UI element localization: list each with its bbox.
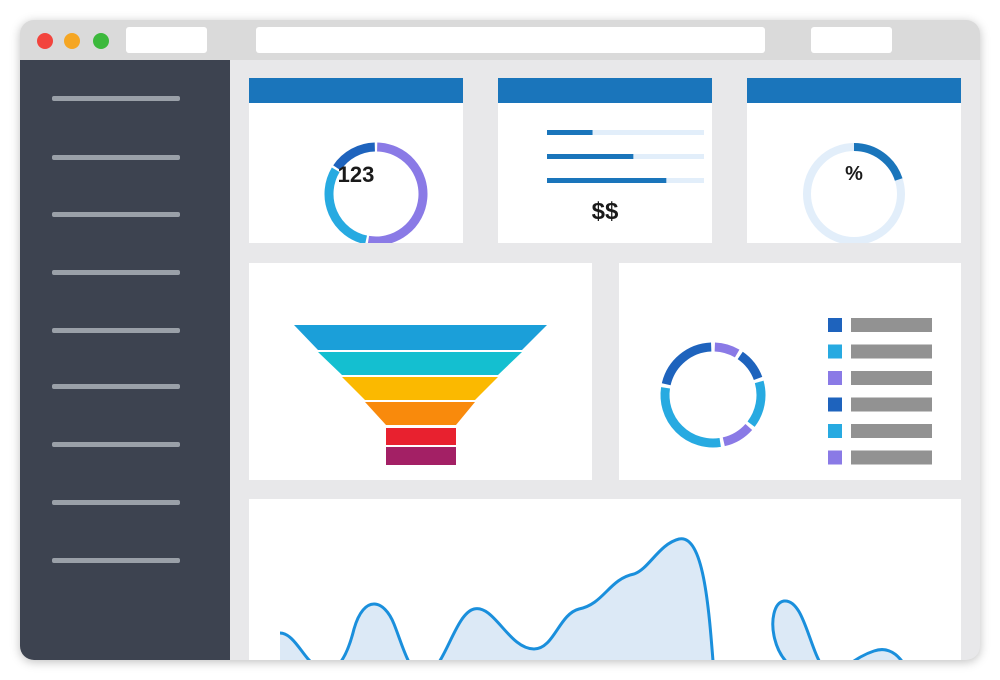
percent-gauge bbox=[803, 143, 905, 243]
legend-swatch bbox=[828, 318, 842, 332]
sidebar-item[interactable] bbox=[52, 96, 180, 101]
legend-swatch bbox=[828, 450, 842, 465]
donut-segment bbox=[661, 342, 712, 386]
title-bar bbox=[20, 20, 980, 60]
donut-segment bbox=[737, 351, 763, 381]
close-button[interactable] bbox=[37, 33, 53, 49]
legend-label-bar bbox=[851, 450, 932, 465]
area-chart bbox=[279, 537, 904, 660]
bar-fill bbox=[547, 154, 634, 159]
browser-window: 123 $$ % bbox=[20, 20, 980, 660]
donut-segment bbox=[367, 142, 428, 243]
donut-segment bbox=[660, 387, 721, 448]
funnel-card bbox=[249, 263, 592, 480]
funnel-level bbox=[342, 377, 498, 400]
donut-segment bbox=[747, 380, 766, 427]
donut-segment bbox=[722, 423, 753, 447]
sidebar-item[interactable] bbox=[52, 155, 180, 160]
legend-swatch bbox=[828, 344, 842, 359]
bar-fill bbox=[547, 130, 593, 135]
sidebar-item[interactable] bbox=[52, 558, 180, 563]
legend-label-bar bbox=[851, 371, 932, 385]
toolbar-button-placeholder[interactable] bbox=[811, 27, 892, 53]
count-value: 123 bbox=[337, 162, 375, 187]
address-bar[interactable] bbox=[256, 27, 765, 53]
gauge-fill bbox=[853, 143, 903, 181]
count-card: 123 bbox=[249, 78, 463, 243]
legend-label-bar bbox=[851, 397, 932, 412]
sidebar-item[interactable] bbox=[52, 500, 180, 505]
legend-label-bar bbox=[851, 318, 932, 332]
card-header bbox=[249, 78, 463, 103]
area-fill bbox=[280, 538, 902, 660]
donut-segment bbox=[714, 342, 740, 358]
funnel-chart bbox=[294, 325, 547, 465]
percent-card: % bbox=[747, 78, 961, 243]
sidebar-item[interactable] bbox=[52, 328, 180, 333]
donut-segment bbox=[324, 167, 368, 243]
maximize-button[interactable] bbox=[93, 33, 109, 49]
sidebar-item[interactable] bbox=[52, 270, 180, 275]
funnel-level bbox=[386, 428, 456, 445]
minimize-button[interactable] bbox=[64, 33, 80, 49]
funnel-level bbox=[318, 352, 522, 375]
legend-swatch bbox=[828, 424, 842, 438]
funnel-level bbox=[294, 325, 547, 350]
funnel-level bbox=[386, 447, 456, 465]
legend-swatch bbox=[828, 371, 842, 385]
money-card: $$ bbox=[498, 78, 712, 243]
sidebar-item[interactable] bbox=[52, 384, 180, 389]
area-line bbox=[279, 537, 904, 660]
sidebar-item[interactable] bbox=[52, 442, 180, 447]
money-value: $$ bbox=[591, 198, 619, 225]
card-header bbox=[498, 78, 712, 103]
count-donut bbox=[324, 142, 428, 243]
bar-track bbox=[547, 130, 704, 135]
area-chart-card bbox=[249, 499, 961, 660]
progress-bars bbox=[547, 130, 704, 183]
sidebar-item[interactable] bbox=[52, 212, 180, 217]
donut-card bbox=[619, 263, 961, 480]
legend-label-bar bbox=[851, 344, 932, 359]
card-header bbox=[747, 78, 961, 103]
percent-value: % bbox=[845, 163, 863, 185]
donut-segment bbox=[333, 142, 376, 171]
bar-fill bbox=[547, 178, 667, 183]
legend-swatch bbox=[828, 397, 842, 412]
sidebar bbox=[20, 60, 230, 660]
tab-placeholder[interactable] bbox=[126, 27, 207, 53]
legend-label-bar bbox=[851, 424, 932, 438]
funnel-level bbox=[365, 402, 475, 425]
donut-chart bbox=[660, 318, 932, 465]
